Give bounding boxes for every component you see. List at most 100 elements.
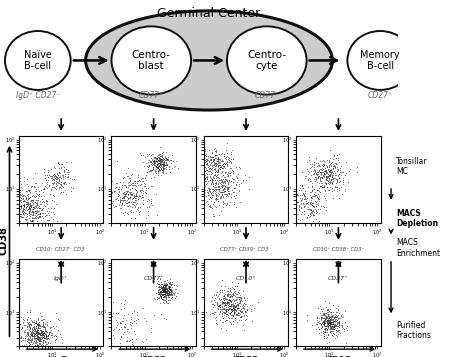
- Point: [242, 309, 250, 315]
- Point: [340, 328, 348, 334]
- Point: [323, 326, 331, 332]
- Point: [154, 278, 162, 284]
- Point: [240, 327, 248, 333]
- Point: [52, 174, 60, 180]
- Point: [132, 205, 139, 210]
- Point: [208, 167, 216, 172]
- Point: [147, 183, 155, 189]
- Point: [326, 319, 334, 325]
- Point: [219, 163, 227, 169]
- Point: [158, 293, 166, 298]
- Point: [196, 170, 203, 176]
- Point: [334, 321, 341, 326]
- Point: [30, 330, 38, 336]
- Point: [18, 338, 25, 344]
- Point: [232, 296, 239, 301]
- Point: [154, 162, 161, 167]
- Point: [162, 156, 170, 161]
- Point: [162, 288, 170, 293]
- Point: [211, 165, 219, 171]
- Point: [325, 175, 333, 181]
- Point: [32, 186, 40, 192]
- Point: [327, 310, 335, 315]
- Point: [35, 345, 43, 351]
- Ellipse shape: [227, 26, 307, 95]
- Point: [161, 285, 168, 290]
- Point: [17, 322, 24, 327]
- Point: [30, 331, 38, 337]
- Point: [9, 202, 17, 207]
- Point: [34, 192, 42, 198]
- Point: [241, 294, 248, 300]
- Point: [322, 180, 329, 186]
- Point: [122, 200, 129, 206]
- Point: [118, 325, 125, 330]
- Point: [201, 146, 209, 152]
- Point: [170, 282, 177, 288]
- Point: [223, 161, 230, 167]
- Point: [330, 322, 338, 327]
- Point: [335, 329, 343, 335]
- Point: [200, 155, 208, 161]
- Point: [169, 288, 176, 293]
- Point: [33, 222, 41, 227]
- Point: [326, 167, 333, 173]
- Point: [203, 189, 210, 195]
- Point: [217, 189, 225, 195]
- Point: [155, 168, 163, 174]
- Point: [201, 188, 208, 193]
- Point: [222, 308, 230, 314]
- Point: [224, 299, 231, 305]
- Point: [15, 212, 23, 218]
- Point: [204, 156, 211, 162]
- Point: [149, 164, 156, 170]
- Point: [312, 326, 319, 332]
- Point: [27, 218, 35, 224]
- Point: [163, 161, 170, 167]
- Point: [117, 320, 125, 326]
- Point: [307, 201, 314, 206]
- Point: [309, 207, 317, 213]
- Point: [224, 300, 232, 305]
- Point: [219, 300, 226, 305]
- Point: [224, 172, 232, 178]
- Point: [159, 287, 167, 293]
- Point: [237, 297, 245, 302]
- Point: [26, 325, 33, 331]
- Point: [49, 172, 56, 177]
- Point: [210, 311, 218, 317]
- Point: [30, 325, 38, 331]
- Point: [43, 223, 51, 229]
- Point: [164, 154, 172, 160]
- Point: [139, 187, 146, 192]
- Point: [325, 315, 333, 320]
- Point: [239, 304, 246, 310]
- Point: [225, 301, 232, 307]
- Point: [167, 282, 175, 287]
- Point: [330, 175, 338, 181]
- Point: [235, 280, 242, 286]
- Point: [166, 290, 173, 295]
- Point: [165, 163, 173, 169]
- Point: [154, 167, 162, 173]
- Point: [236, 301, 243, 306]
- Point: [306, 176, 314, 182]
- Point: [156, 293, 164, 299]
- Point: [304, 201, 312, 207]
- Point: [328, 167, 335, 172]
- Point: [213, 150, 220, 155]
- Point: [108, 189, 115, 195]
- Point: [33, 329, 40, 335]
- Point: [157, 286, 164, 291]
- Point: [314, 319, 322, 325]
- Point: [152, 159, 159, 165]
- Point: [36, 341, 43, 347]
- Point: [53, 176, 61, 182]
- Point: [26, 203, 33, 208]
- Point: [128, 180, 136, 186]
- Point: [229, 290, 237, 296]
- Point: [155, 157, 163, 162]
- Point: [97, 305, 104, 311]
- Point: [154, 165, 162, 171]
- Point: [187, 172, 195, 177]
